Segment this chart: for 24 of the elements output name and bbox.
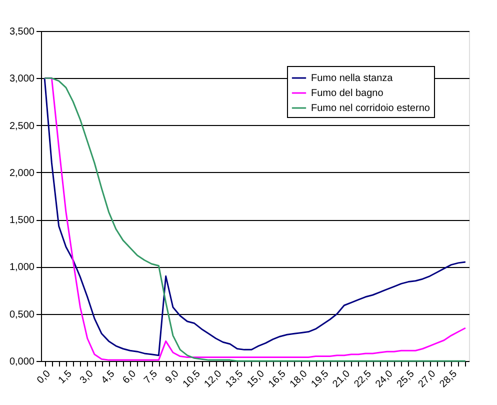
x-tick-label: 1,5 (56, 368, 75, 386)
x-tick-label: 4,5 (99, 368, 118, 386)
x-tick-label: 7,5 (142, 368, 160, 386)
y-tick-label: 0,500 (9, 309, 35, 320)
y-tick-label: 1,500 (9, 215, 35, 226)
x-tick-label: 24,0 (374, 368, 396, 390)
x-tick-label: 15,0 (245, 368, 268, 390)
x-tick-label: 9,0 (164, 368, 182, 386)
x-tick-label: 27,0 (416, 368, 438, 390)
y-tick-label: 2,500 (9, 120, 35, 132)
x-tick-label: 3,0 (78, 368, 96, 386)
y-tick-label: 1,000 (9, 262, 35, 274)
legend-label: Fumo nella stanza (311, 73, 394, 84)
legend-label: Fumo del bagno (311, 88, 384, 99)
x-tick-label: 0,0 (35, 368, 54, 386)
x-tick-label: 6,0 (120, 368, 139, 386)
legend-label: Fumo nel corridoio esterno (311, 103, 430, 114)
x-tick-label: 18,0 (288, 368, 310, 390)
y-tick-label: 2,000 (9, 168, 35, 179)
x-tick-label: 21,0 (330, 368, 353, 390)
y-tick-label: 3,000 (9, 74, 35, 85)
y-tick-label: 3,500 (9, 26, 35, 38)
y-tick-label: 0,000 (9, 356, 35, 368)
x-tick-label: 12,0 (202, 368, 224, 390)
